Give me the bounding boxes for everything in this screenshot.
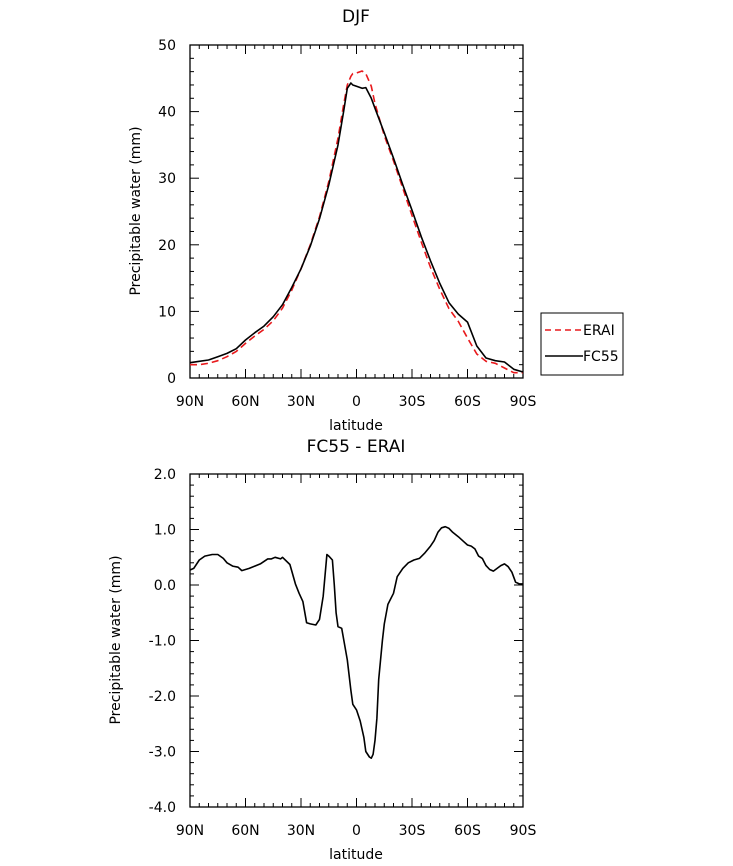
y-axis-label: Precipitable water (mm): [128, 126, 144, 295]
y-tick-label: 10: [158, 304, 176, 320]
y-tick-label: 20: [158, 238, 176, 254]
x-tick-label: 30N: [287, 823, 315, 839]
series-line-difference: [189, 525, 523, 760]
legend-box: [540, 312, 624, 376]
chart-title: DJF: [342, 7, 370, 27]
y-tick-label: -1.0: [149, 634, 176, 650]
series-line-fc55: [189, 82, 524, 373]
y-tick-label: 50: [158, 38, 176, 54]
x-tick-label: 0: [352, 394, 361, 410]
x-tick-label: 60N: [231, 394, 259, 410]
y-tick-label: -4.0: [149, 800, 176, 816]
series-layer: [189, 70, 524, 374]
series-line-erai: [190, 70, 523, 374]
x-tick-label: 90S: [510, 823, 537, 839]
x-tick-label: 30N: [287, 394, 315, 410]
x-tick-label: 30S: [399, 823, 426, 839]
plot-frame: [189, 44, 524, 379]
x-axis-label: latitude: [329, 418, 383, 434]
series-layer: [189, 525, 523, 760]
chart-title: FC55 - ERAI: [307, 437, 406, 457]
y-tick-label: 1.0: [154, 523, 176, 539]
y-tick-label: 30: [158, 171, 176, 187]
plot-frame: [189, 473, 524, 808]
legend-label-fc55: FC55: [583, 349, 619, 365]
x-tick-label: 0: [352, 823, 361, 839]
x-axis-label: latitude: [329, 847, 383, 863]
y-tick-label: 40: [158, 105, 176, 121]
x-tick-label: 60S: [454, 394, 481, 410]
x-tick-label: 30S: [399, 394, 426, 410]
legend: ERAI FC55: [540, 312, 624, 376]
tick-labels: 90N 60N 30N 0 30S 60S 90S 0 10 20 30 40 50: [158, 38, 536, 410]
x-tick-label: 90N: [176, 394, 204, 410]
x-tick-label: 90N: [176, 823, 204, 839]
axis-ticks: [189, 44, 524, 379]
djf-panel: DJF 90N 60N 30N 0 30S 60S 90S 0 10 20 30 40 50 Preci…: [128, 7, 624, 434]
axis-ticks: [189, 473, 524, 808]
y-tick-label: -3.0: [149, 745, 176, 761]
legend-label-erai: ERAI: [583, 323, 615, 339]
x-tick-label: 60N: [231, 823, 259, 839]
tick-labels: 90N 60N 30N 0 30S 60S 90S 2.0 1.0 0.0 -1.0 -2.0 -3.0…: [149, 467, 537, 839]
y-tick-label: 2.0: [154, 467, 176, 483]
y-tick-label: 0.0: [154, 578, 176, 594]
x-tick-label: 90S: [510, 394, 537, 410]
y-tick-label: -2.0: [149, 689, 176, 705]
y-axis-label: Precipitable water (mm): [108, 555, 124, 724]
x-tick-label: 60S: [454, 823, 481, 839]
difference-panel: FC55 - ERAI 90N 60N 30N 0 30S 60S 90S 2.0 1.0 0.0…: [108, 437, 536, 863]
y-tick-label: 0: [167, 371, 176, 387]
